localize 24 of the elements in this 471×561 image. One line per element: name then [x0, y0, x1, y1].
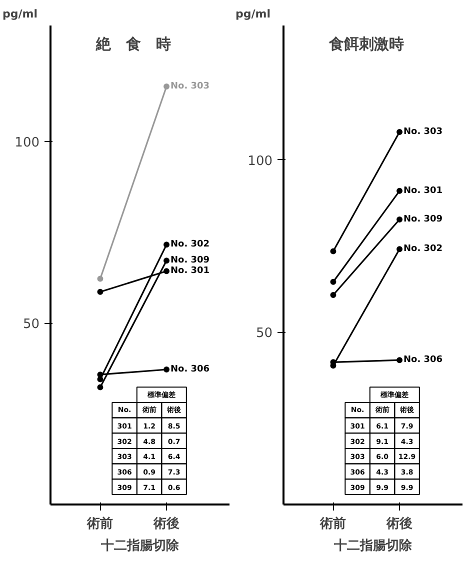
x-tick-label: 術前 — [86, 516, 114, 530]
text: 絶 食 時 — [94, 35, 171, 54]
x-tick-label: 術後 — [386, 516, 413, 530]
y-tick-label: 50 — [256, 326, 273, 342]
x-axis-title: 十二指腸切除 — [333, 538, 413, 554]
x-tick-label: 術前 — [319, 516, 346, 530]
series-label: No. 309 — [170, 256, 210, 266]
series-label: No. 301 — [403, 186, 443, 196]
x-axis-title: 十二指腸切除 — [100, 538, 180, 554]
y-tick-label: 100 — [14, 136, 40, 151]
y-axis-title: pg/ml — [2, 8, 38, 20]
x-tick-label: 術後 — [152, 516, 180, 530]
series-label: No. 301 — [170, 266, 210, 276]
series-label: No. 302 — [403, 244, 443, 254]
series-label: No. 306 — [170, 364, 210, 375]
y-axis-title: pg/ml — [236, 8, 270, 20]
y-tick-label: 100 — [248, 154, 273, 169]
series-label: No. 309 — [403, 214, 443, 225]
y-tick-label: 50 — [22, 317, 40, 332]
series-label: No. 302 — [170, 240, 210, 250]
series-label: No. 303 — [170, 81, 210, 92]
text: 食餌刺激時 — [328, 35, 404, 54]
series-label: No. 303 — [403, 126, 443, 137]
series-label: No. 306 — [403, 355, 443, 366]
